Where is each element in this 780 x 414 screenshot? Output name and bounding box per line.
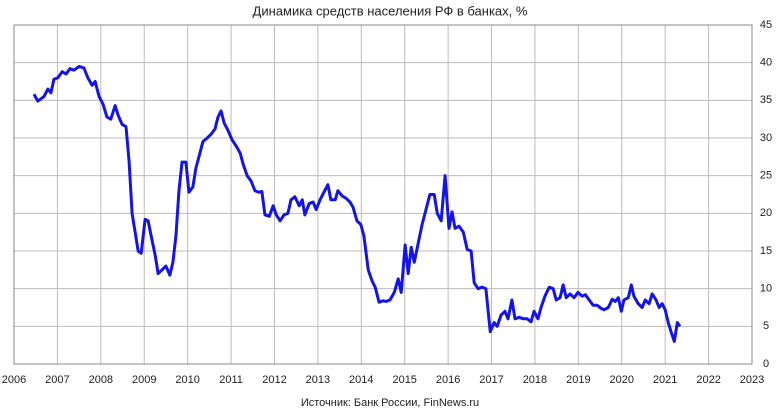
data-line — [32, 64, 682, 343]
x-tick-label: 2015 — [392, 374, 416, 386]
y-tick-label: 10 — [760, 283, 772, 295]
y-tick-label: 35 — [760, 94, 772, 106]
y-tick-label: 40 — [760, 57, 772, 69]
source-note: Источник: Банк России, FinNews.ru — [301, 397, 479, 409]
x-tick-label: 2017 — [479, 374, 503, 386]
x-tick-label: 2011 — [219, 374, 243, 386]
x-tick-label: 2009 — [132, 374, 156, 386]
x-tick-label: 2013 — [306, 374, 330, 386]
x-tick-label: 2012 — [262, 374, 286, 386]
y-tick-label: 5 — [763, 320, 769, 332]
x-tick-label: 2020 — [610, 374, 634, 386]
x-tick-label: 2016 — [436, 374, 460, 386]
x-tick-label: 2022 — [696, 374, 720, 386]
x-tick-label: 2008 — [89, 374, 113, 386]
x-tick-label: 2014 — [349, 374, 373, 386]
x-tick-label: 2019 — [566, 374, 590, 386]
chart-title: Динамика средств населения РФ в банках, … — [253, 3, 528, 18]
x-tick-label: 2023 — [740, 374, 764, 386]
y-tick-label: 20 — [760, 207, 772, 219]
x-tick-label: 2010 — [175, 374, 199, 386]
x-tick-label: 2006 — [2, 374, 26, 386]
x-tick-label: 2007 — [45, 374, 69, 386]
y-tick-label: 25 — [760, 170, 772, 182]
y-tick-label: 30 — [760, 132, 772, 144]
y-tick-label: 0 — [763, 358, 769, 370]
x-tick-label: 2018 — [523, 374, 547, 386]
x-tick-label: 2021 — [653, 374, 677, 386]
y-tick-label: 15 — [760, 245, 772, 257]
plot-frame — [13, 24, 753, 365]
y-tick-label: 45 — [760, 19, 772, 31]
